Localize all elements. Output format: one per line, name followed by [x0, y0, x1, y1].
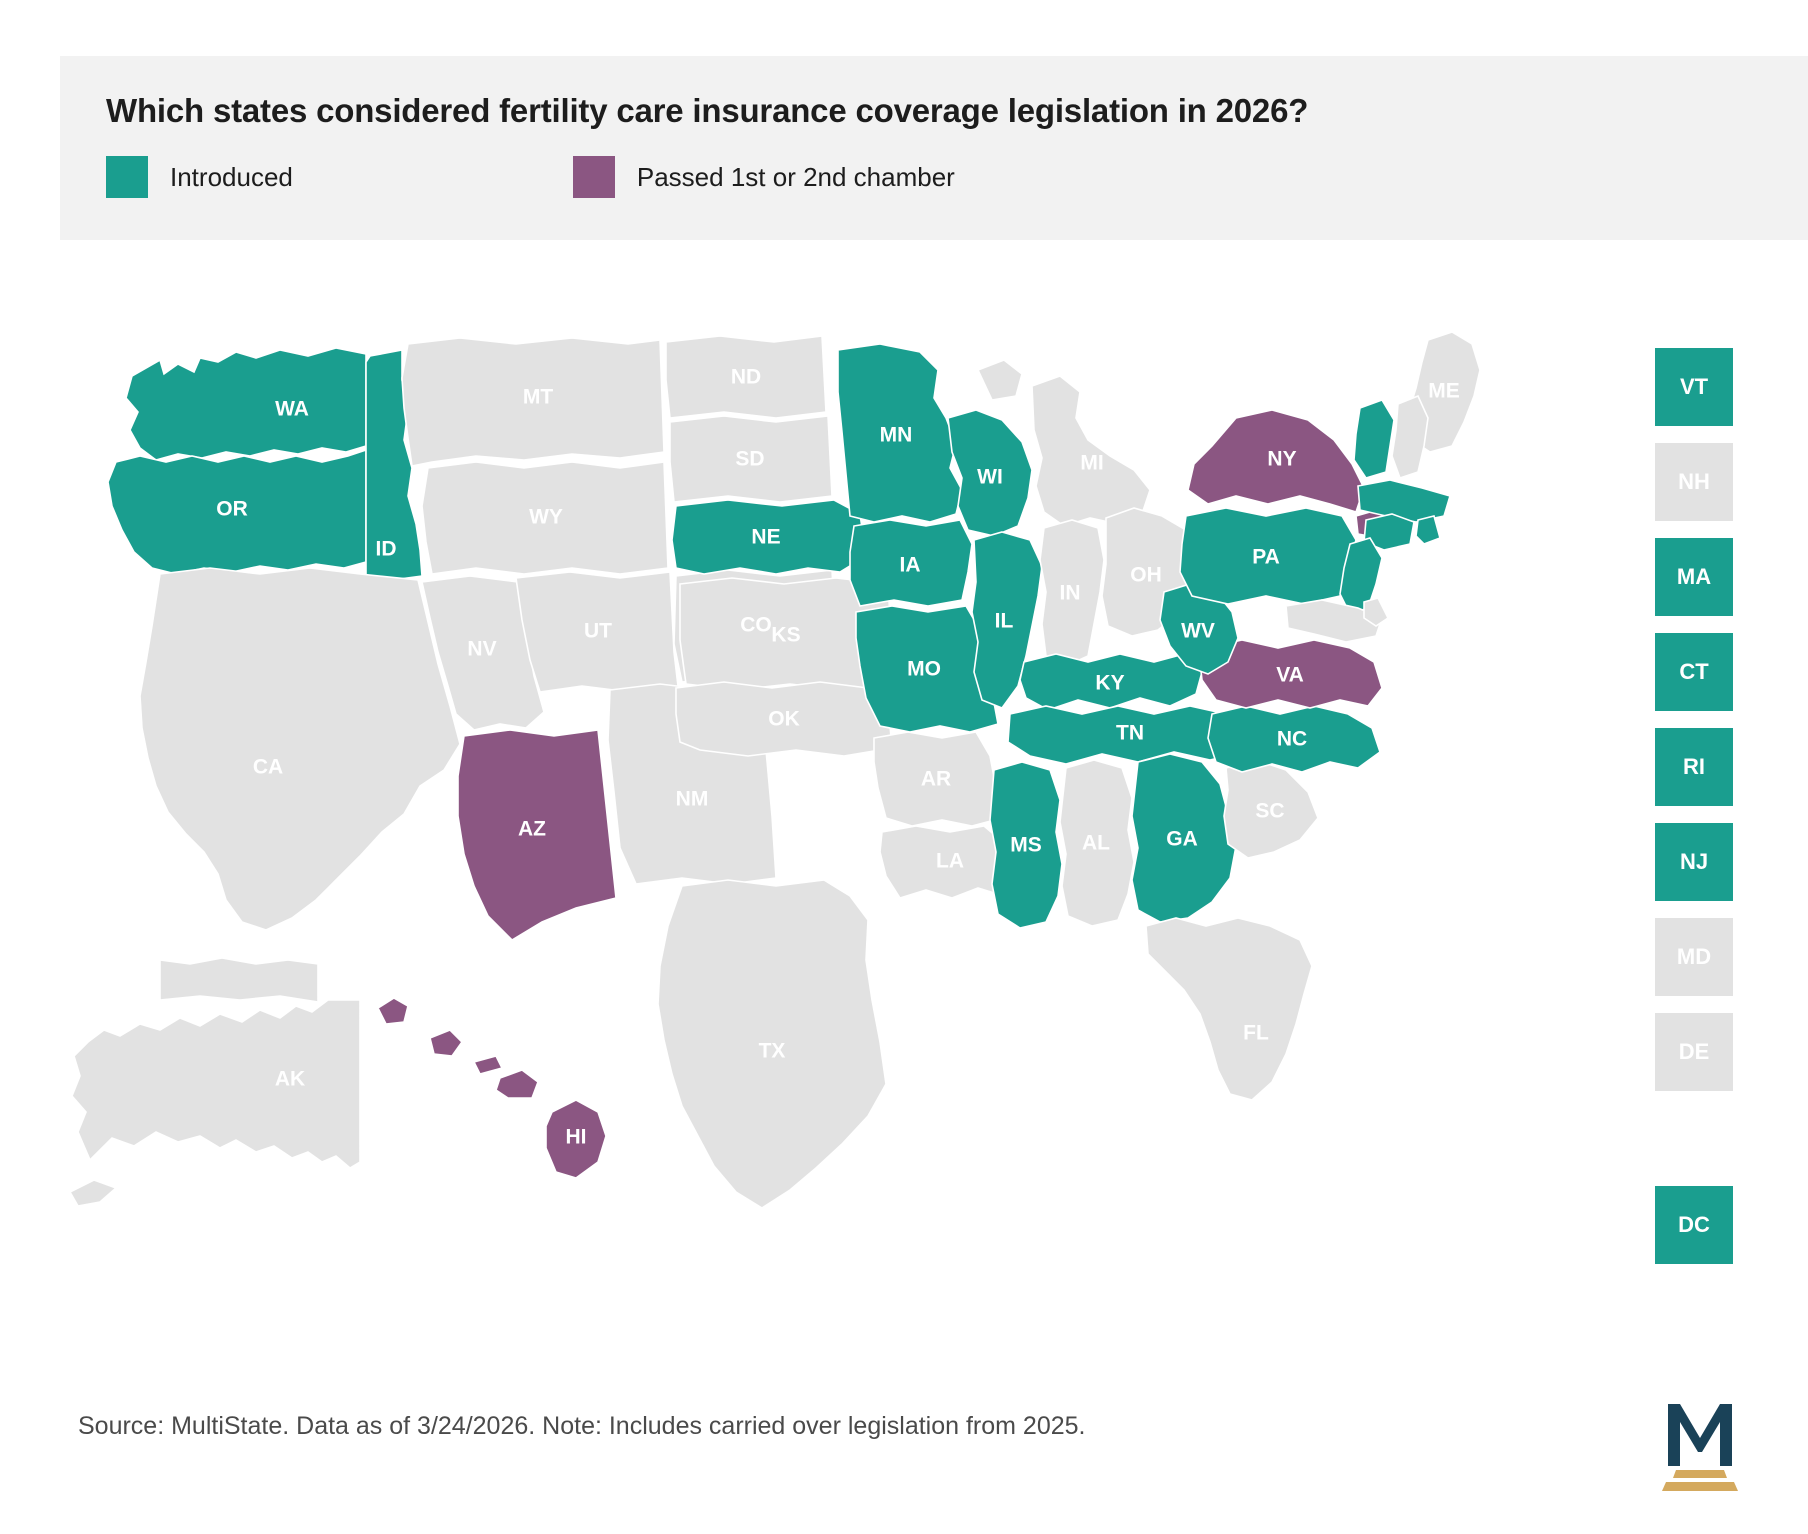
small-state-label-nh: NH	[1678, 469, 1710, 494]
state-ky[interactable]	[1019, 653, 1203, 711]
state-ut[interactable]	[515, 571, 679, 693]
state-pa[interactable]	[1179, 507, 1357, 605]
state-nd[interactable]	[665, 335, 827, 419]
small-state-box-ri[interactable]: RI	[1655, 728, 1733, 806]
state-in[interactable]	[1039, 519, 1105, 667]
legend: Introduced Passed 1st or 2nd chamber	[106, 156, 955, 198]
state-ar[interactable]	[873, 731, 1003, 827]
state-mt[interactable]	[401, 337, 665, 467]
small-state-label-dc: DC	[1678, 1212, 1710, 1237]
state-md[interactable]	[1285, 599, 1383, 643]
small-state-box-nh[interactable]: NH	[1655, 443, 1733, 521]
small-state-boxes: VT NH MA CT RI NJ MD DE DC	[1655, 348, 1733, 1281]
state-sd[interactable]	[669, 415, 833, 503]
state-la[interactable]	[879, 825, 1023, 899]
state-mn[interactable]	[837, 343, 963, 523]
state-wa[interactable]	[125, 347, 367, 461]
legend-label-introduced: Introduced	[170, 161, 293, 192]
us-choropleth-map: WA OR ID MT WY ND SD NE CO UT NV CA AZ NM TX OK KS MN IA MO…	[60, 300, 1630, 1370]
small-state-box-dc[interactable]: DC	[1655, 1186, 1733, 1264]
state-il[interactable]	[971, 531, 1043, 709]
state-va[interactable]	[1199, 639, 1383, 709]
state-nc[interactable]	[1207, 705, 1381, 773]
state-ia[interactable]	[849, 519, 973, 607]
small-state-label-md: MD	[1676, 944, 1712, 969]
small-state-box-md[interactable]: MD	[1655, 918, 1733, 996]
state-or[interactable]	[107, 448, 367, 575]
small-state-label-ma: MA	[1676, 564, 1712, 589]
small-state-box-ma[interactable]: MA	[1655, 538, 1733, 616]
state-nh[interactable]	[1391, 394, 1429, 480]
legend-label-passed: Passed 1st or 2nd chamber	[636, 161, 955, 192]
us-map-svg: WAORIDMTWYNDSDNECOUTNVCAAZNMTXOKKSMNIAMO…	[68, 331, 1481, 1209]
state-ms[interactable]	[989, 761, 1063, 929]
logo-svg	[1662, 1404, 1738, 1491]
small-state-label-vt: VT	[1679, 374, 1709, 399]
legend-item-passed: Passed 1st or 2nd chamber	[572, 156, 955, 198]
state-ga[interactable]	[1131, 753, 1237, 923]
small-state-label-de: DE	[1678, 1039, 1710, 1064]
small-state-label-ct: CT	[1679, 659, 1709, 684]
state-ma[interactable]	[1357, 479, 1451, 523]
multistate-logo	[1652, 1396, 1748, 1506]
page-title: Which states considered fertility care i…	[106, 92, 1309, 129]
state-ne[interactable]	[671, 499, 867, 575]
state-tx[interactable]	[657, 879, 887, 1209]
source-note: Source: MultiState. Data as of 3/24/2026…	[78, 1412, 1086, 1440]
logo-steps	[1662, 1470, 1738, 1491]
state-hi[interactable]	[376, 997, 607, 1179]
state-az[interactable]	[457, 729, 617, 942]
small-state-box-ct[interactable]: CT	[1655, 633, 1733, 711]
state-ca[interactable]	[139, 567, 461, 931]
state-wy[interactable]	[421, 461, 669, 575]
state-de[interactable]	[1363, 597, 1390, 627]
state-ok[interactable]	[675, 681, 893, 757]
small-state-label-ri: RI	[1683, 754, 1705, 779]
header-band: Which states considered fertility care i…	[60, 56, 1808, 240]
small-state-box-de[interactable]: DE	[1655, 1013, 1733, 1091]
state-al[interactable]	[1059, 759, 1135, 927]
legend-swatch-introduced	[106, 156, 148, 198]
logo-letter-m	[1668, 1404, 1732, 1466]
state-ri[interactable]	[1415, 515, 1441, 545]
state-ak[interactable]	[68, 957, 361, 1207]
state-vt[interactable]	[1353, 399, 1395, 479]
small-state-box-vt[interactable]: VT	[1655, 348, 1733, 426]
small-state-box-nj[interactable]: NJ	[1655, 823, 1733, 901]
state-sc[interactable]	[1223, 759, 1319, 859]
state-mo[interactable]	[855, 605, 999, 733]
state-fl[interactable]	[1145, 917, 1313, 1101]
legend-item-introduced: Introduced	[106, 156, 293, 198]
state-wi[interactable]	[947, 409, 1033, 537]
legend-swatch-passed	[572, 156, 615, 198]
small-state-label-nj: NJ	[1679, 849, 1709, 874]
